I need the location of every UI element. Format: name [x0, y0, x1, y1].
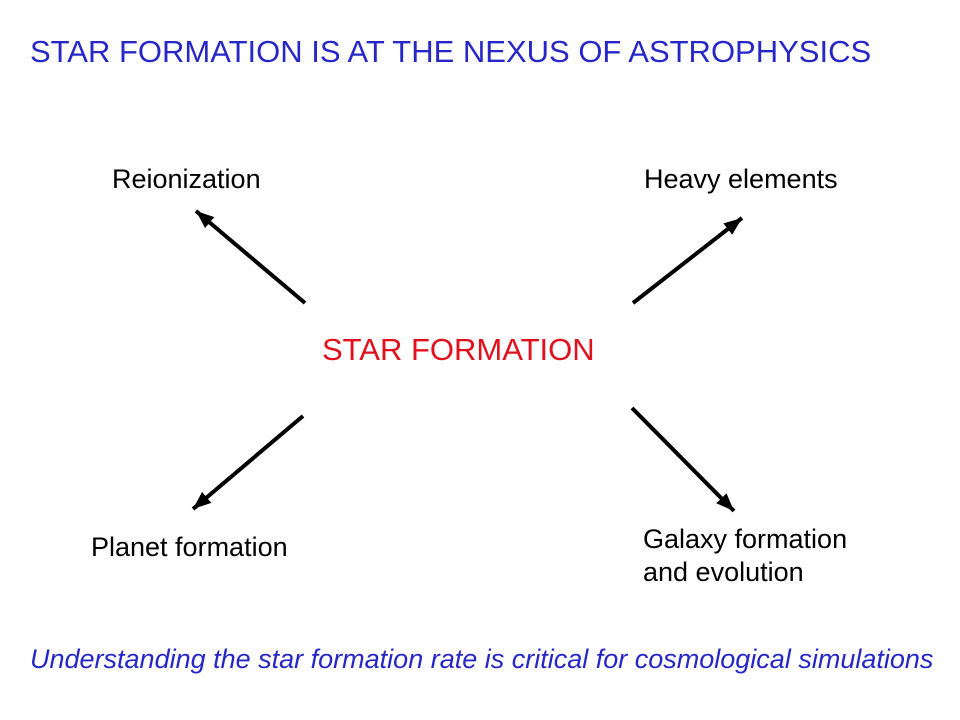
- slide-title: STAR FORMATION IS AT THE NEXUS OF ASTROP…: [30, 34, 872, 69]
- node-galaxy-formation: Galaxy formation and evolution: [643, 524, 848, 587]
- arrow-to-reionization: [194, 209, 307, 305]
- arrow-to-galaxy-formation: [630, 406, 736, 513]
- node-planet-formation: Planet formation: [91, 532, 288, 562]
- arrow-to-planet-formation: [191, 414, 305, 511]
- footer-note: Understanding the star formation rate is…: [30, 644, 934, 674]
- node-reionization: Reionization: [112, 164, 261, 194]
- center-node-star-formation: STAR FORMATION: [322, 332, 595, 367]
- arrow-to-heavy-elements: [631, 216, 744, 305]
- node-heavy-elements: Heavy elements: [644, 164, 838, 194]
